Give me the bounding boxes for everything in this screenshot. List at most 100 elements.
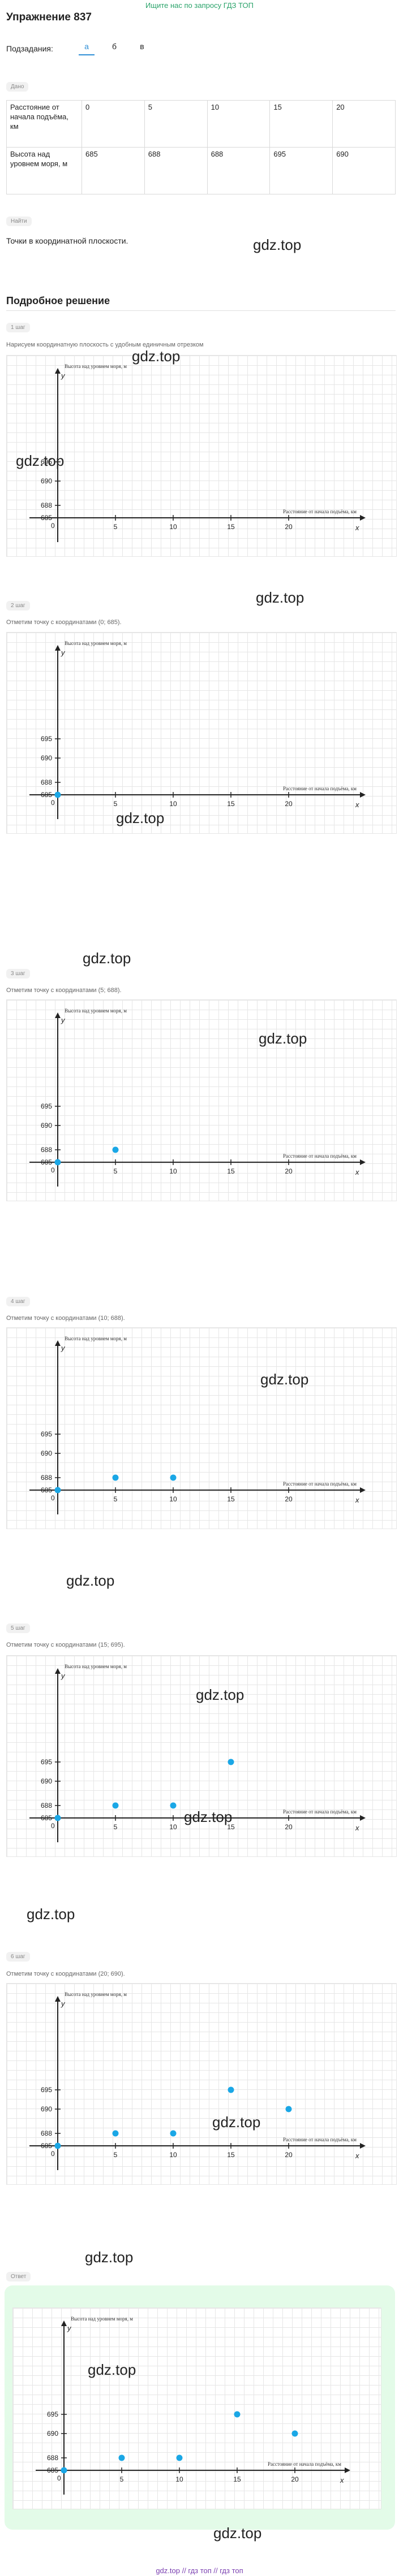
x-axis-letter: x	[355, 800, 359, 809]
watermark: gdz.top	[66, 1572, 115, 1589]
coordinate-chart: x y Высота над уровнем моря, м Расстояние о…	[29, 640, 366, 819]
y-axis-arrow	[55, 1668, 61, 1674]
origin-label: 0	[51, 1494, 55, 1502]
y-axis-letter: y	[61, 1672, 66, 1680]
watermark: gdz.top	[213, 2525, 262, 2542]
data-point	[234, 2411, 241, 2418]
x-tick-label: 5	[120, 2475, 124, 2483]
y-axis-label: Высота над уровнем моря, м	[65, 1008, 127, 1014]
watermark: gdz.top	[83, 950, 131, 967]
table-cell: 10	[207, 100, 271, 148]
coordinate-chart: x y Высота над уровнем моря, м Расстояние о…	[36, 2316, 350, 2495]
origin-label: 0	[51, 1166, 55, 1174]
step-text: Отметим точку с координатами (15; 695).	[6, 1642, 125, 1648]
watermark: gdz.top	[88, 2361, 136, 2378]
x-tick-label: 20	[285, 800, 293, 808]
data-point	[285, 2106, 292, 2112]
y-axis-letter: y	[61, 371, 66, 380]
step-badge: 6 шаг	[6, 1952, 30, 1962]
x-tick-label: 20	[285, 1167, 293, 1175]
x-tick-label: 5	[114, 1495, 118, 1503]
y-tick-label: 685	[41, 514, 52, 522]
y-tick-label: 695	[41, 2086, 52, 2094]
y-tick-label: 688	[41, 778, 52, 786]
y-axis-arrow	[55, 1012, 61, 1018]
x-tick-label: 5	[114, 2151, 118, 2159]
x-axis-arrow	[360, 1159, 366, 1165]
y-tick-label: 685	[47, 2466, 58, 2474]
data-point	[228, 2086, 234, 2093]
x-tick-label: 5	[114, 523, 118, 531]
y-tick-label: 690	[41, 754, 52, 762]
origin-label: 0	[51, 2150, 55, 2158]
watermark: gdz.top	[27, 1906, 75, 1923]
search-hint-link[interactable]: Ищите нас по запросу ГДЗ ТОП	[145, 1, 254, 10]
x-axis-letter: x	[355, 2151, 359, 2160]
x-tick-label: 20	[285, 1823, 293, 1831]
table-cell: 688	[207, 147, 271, 194]
coordinate-chart: x y Высота над уровнем моря, м Расстояние о…	[29, 1336, 366, 1514]
y-tick-label: 688	[41, 1474, 52, 1482]
y-tick-label: 690	[41, 1449, 52, 1457]
y-tick-label: 695	[41, 1758, 52, 1766]
watermark: gdz.top	[132, 348, 181, 365]
y-tick-label: 688	[41, 1802, 52, 1809]
data-point	[54, 1815, 61, 1821]
origin-label: 0	[51, 799, 55, 807]
y-axis-letter: y	[61, 648, 66, 657]
step-badge: 1 шаг	[6, 323, 30, 332]
footer-links[interactable]: gdz.top // гдз топ // гдз топ	[156, 2566, 243, 2575]
y-tick-label: 690	[41, 477, 52, 485]
chart-panel: x y Высота над уровнем моря, м Расстояние о…	[6, 1327, 397, 1529]
table-cell: 695	[269, 147, 333, 194]
y-axis-arrow	[55, 368, 61, 374]
x-axis-arrow	[345, 2467, 350, 2473]
chart-panel: x y Высота над уровнем моря, м Расстояние о…	[6, 1983, 397, 2185]
heading-divider	[6, 310, 396, 311]
given-badge: Дано	[6, 82, 29, 92]
coordinate-chart: x y Высота над уровнем моря, м Расстояние о…	[29, 1991, 366, 2170]
x-axis-arrow	[360, 2143, 366, 2149]
step-text: Отметим точку с координатами (10; 688).	[6, 1315, 125, 1322]
x-axis-label: Расстояние от начала подъёма, км	[283, 1153, 357, 1159]
x-tick-label: 20	[285, 1495, 293, 1503]
x-tick-label: 20	[291, 2475, 299, 2483]
step-badge: 2 шаг	[6, 601, 30, 611]
data-point	[112, 1146, 119, 1153]
page-title: Упражнение 837	[6, 11, 92, 23]
y-tick-label: 688	[41, 1146, 52, 1154]
data-point	[291, 2430, 298, 2437]
y-tick-label: 695	[41, 458, 52, 466]
x-axis-label: Расстояние от начала подъёма, км	[283, 509, 357, 514]
y-tick-label: 685	[41, 1486, 52, 1494]
chart-panel: x y Высота над уровнем моря, м Расстояние о…	[6, 632, 397, 834]
table-cell: 5	[144, 100, 208, 148]
x-tick-label: 15	[227, 523, 235, 531]
data-point	[61, 2467, 67, 2474]
tab-v[interactable]: в	[140, 42, 144, 51]
x-axis-label: Расстояние от начала подъёма, км	[283, 1809, 357, 1815]
x-tick-label: 10	[169, 1167, 177, 1175]
y-tick-label: 688	[41, 501, 52, 509]
x-axis-label: Расстояние от начала подъёма, км	[283, 1481, 357, 1487]
solution-heading: Подробное решение	[6, 295, 110, 306]
step-badge: 3 шаг	[6, 969, 30, 979]
y-axis-label: Высота над уровнем моря, м	[71, 2316, 133, 2322]
x-tick-label: 15	[227, 1167, 235, 1175]
x-axis-label: Расстояние от начала подъёма, км	[268, 2461, 341, 2467]
subtasks-label: Подзадания:	[6, 44, 53, 53]
table-cell: 685	[81, 147, 145, 194]
tab-a[interactable]: а	[79, 42, 95, 55]
data-point	[54, 791, 61, 798]
y-tick-label: 690	[41, 1122, 52, 1129]
data-point	[118, 2454, 125, 2461]
x-tick-label: 15	[227, 1823, 235, 1831]
x-tick-label: 15	[227, 2151, 235, 2159]
watermark: gdz.top	[116, 809, 165, 826]
x-tick-label: 15	[233, 2475, 241, 2483]
x-tick-label: 5	[114, 800, 118, 808]
tab-b[interactable]: б	[111, 42, 117, 51]
x-axis-arrow	[360, 515, 366, 521]
x-tick-label: 10	[175, 2475, 183, 2483]
y-tick-label: 690	[41, 1777, 52, 1785]
